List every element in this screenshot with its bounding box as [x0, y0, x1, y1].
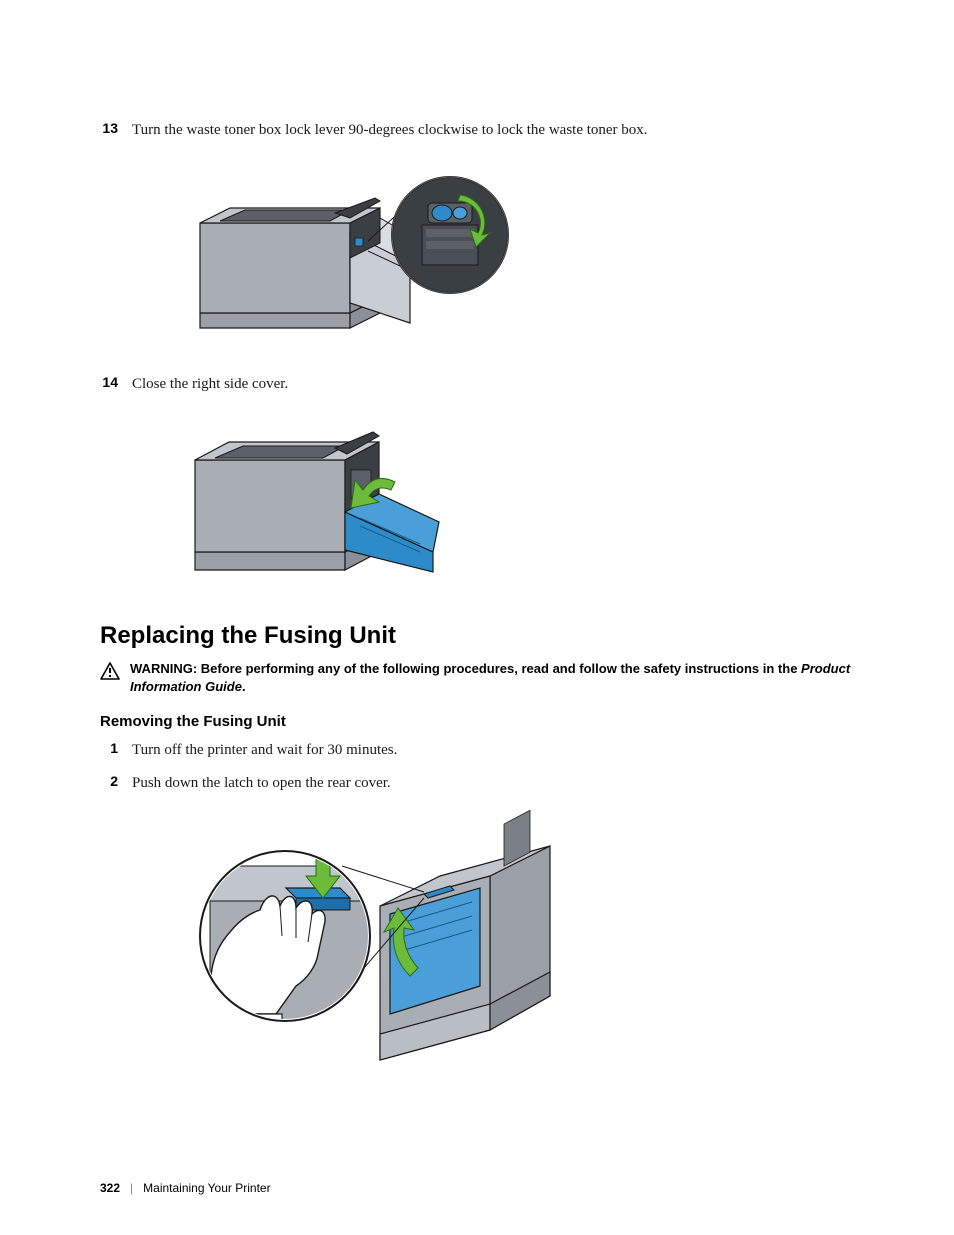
step-text: Turn the waste toner box lock lever 90-d… [132, 120, 648, 141]
step-number: 14 [100, 374, 132, 390]
step-row: 1 Turn off the printer and wait for 30 m… [100, 740, 894, 761]
page-number: 322 [100, 1181, 120, 1195]
step-row: 13 Turn the waste toner box lock lever 9… [100, 120, 894, 141]
step-text: Close the right side cover. [132, 374, 288, 395]
page-footer: 322 | Maintaining Your Printer [100, 1181, 271, 1195]
step-row: 2 Push down the latch to open the rear c… [100, 773, 894, 794]
warning-body: Before performing any of the following p… [201, 661, 801, 676]
step-text: Turn off the printer and wait for 30 min… [132, 740, 397, 761]
footer-section: Maintaining Your Printer [143, 1181, 270, 1195]
step-number: 1 [100, 740, 132, 756]
warning-text: WARNING: Before performing any of the fo… [124, 660, 894, 695]
warning-label: WARNING: [130, 661, 197, 676]
warning-tail: . [242, 679, 246, 694]
step-row: 14 Close the right side cover. [100, 374, 894, 395]
footer-sep: | [130, 1181, 133, 1195]
step-text: Push down the latch to open the rear cov… [132, 773, 391, 794]
warning-block: WARNING: Before performing any of the fo… [100, 660, 894, 695]
step-number: 2 [100, 773, 132, 789]
heading-replacing-fusing: Replacing the Fusing Unit [100, 622, 894, 650]
step-number: 13 [100, 120, 132, 136]
figure-lock-lever [190, 153, 894, 358]
figure-rear-cover [190, 806, 894, 1081]
heading-removing-fusing: Removing the Fusing Unit [100, 713, 894, 730]
warning-icon [100, 660, 124, 685]
figure-close-cover [190, 407, 894, 602]
